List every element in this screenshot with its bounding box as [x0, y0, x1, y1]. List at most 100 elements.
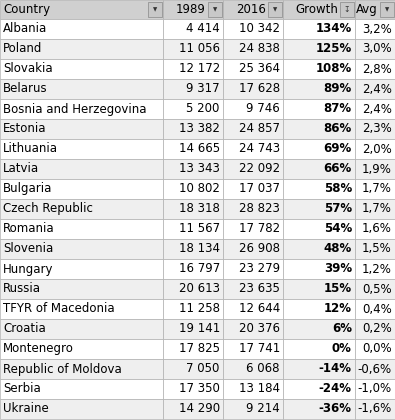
Bar [355, 159, 395, 179]
Text: Czech Republic: Czech Republic [3, 202, 93, 215]
Bar [163, 119, 223, 139]
Bar [283, 239, 355, 259]
Text: 24 857: 24 857 [239, 123, 280, 136]
Text: 14 290: 14 290 [179, 402, 220, 415]
Text: 0,2%: 0,2% [362, 323, 392, 336]
Bar [223, 179, 283, 199]
Bar [163, 259, 223, 279]
Bar [283, 359, 355, 379]
Text: 2,4%: 2,4% [362, 82, 392, 95]
Text: Slovenia: Slovenia [3, 242, 53, 255]
Bar [223, 199, 283, 219]
Text: 17 825: 17 825 [179, 342, 220, 355]
Bar [355, 259, 395, 279]
Bar [380, 2, 394, 17]
Text: 0,4%: 0,4% [362, 302, 392, 315]
Bar [283, 319, 355, 339]
Bar [223, 299, 283, 319]
Bar [283, 379, 355, 399]
Bar [283, 79, 355, 99]
Text: ↧: ↧ [344, 5, 350, 14]
Bar [355, 179, 395, 199]
Bar [163, 379, 223, 399]
Text: 54%: 54% [324, 223, 352, 236]
Bar [355, 299, 395, 319]
Bar [283, 99, 355, 119]
Bar [163, 339, 223, 359]
Bar [163, 179, 223, 199]
Bar [163, 359, 223, 379]
Text: -24%: -24% [319, 383, 352, 396]
Bar [223, 139, 283, 159]
Text: 17 782: 17 782 [239, 223, 280, 236]
Bar [163, 279, 223, 299]
Bar [355, 139, 395, 159]
Text: ▼: ▼ [153, 7, 157, 12]
Text: 17 628: 17 628 [239, 82, 280, 95]
Text: -14%: -14% [319, 362, 352, 375]
Bar [163, 159, 223, 179]
Bar [283, 179, 355, 199]
Bar [223, 359, 283, 379]
Bar [223, 19, 283, 39]
Bar [163, 299, 223, 319]
Text: Bulgaria: Bulgaria [3, 183, 53, 195]
Text: 15%: 15% [324, 283, 352, 296]
Text: 2,0%: 2,0% [362, 142, 392, 155]
Bar [0, 299, 163, 319]
Text: 1,7%: 1,7% [362, 202, 392, 215]
Text: 10 342: 10 342 [239, 23, 280, 36]
Bar [355, 19, 395, 39]
Text: 11 567: 11 567 [179, 223, 220, 236]
Text: Serbia: Serbia [3, 383, 41, 396]
Text: 4 414: 4 414 [186, 23, 220, 36]
Bar [283, 119, 355, 139]
Text: 20 376: 20 376 [239, 323, 280, 336]
Bar [268, 2, 282, 17]
Bar [163, 79, 223, 99]
Bar [0, 219, 163, 239]
Text: 1,7%: 1,7% [362, 183, 392, 195]
Bar [0, 159, 163, 179]
Bar [355, 39, 395, 59]
Text: 3,0%: 3,0% [362, 42, 392, 55]
Text: 0,5%: 0,5% [362, 283, 392, 296]
Text: 134%: 134% [316, 23, 352, 36]
Text: 16 797: 16 797 [179, 262, 220, 276]
Text: 17 741: 17 741 [239, 342, 280, 355]
Text: 125%: 125% [316, 42, 352, 55]
Text: Russia: Russia [3, 283, 41, 296]
Text: 108%: 108% [316, 63, 352, 76]
Bar [355, 399, 395, 419]
Text: 17 350: 17 350 [179, 383, 220, 396]
Text: 2016: 2016 [236, 3, 266, 16]
Bar [0, 319, 163, 339]
Bar [223, 339, 283, 359]
Text: 1,5%: 1,5% [362, 242, 392, 255]
Text: 12 644: 12 644 [239, 302, 280, 315]
Bar [283, 0, 355, 19]
Text: 9 317: 9 317 [186, 82, 220, 95]
Bar [163, 59, 223, 79]
Bar [223, 59, 283, 79]
Text: ▼: ▼ [385, 7, 389, 12]
Bar [223, 79, 283, 99]
Bar [355, 59, 395, 79]
Bar [355, 0, 395, 19]
Text: Montenegro: Montenegro [3, 342, 74, 355]
Bar [283, 199, 355, 219]
Bar [0, 99, 163, 119]
Bar [163, 219, 223, 239]
Text: 7 050: 7 050 [186, 362, 220, 375]
Bar [0, 339, 163, 359]
Bar [0, 0, 163, 19]
Bar [283, 19, 355, 39]
Bar [223, 399, 283, 419]
Text: 14 665: 14 665 [179, 142, 220, 155]
Text: 48%: 48% [324, 242, 352, 255]
Text: 5 200: 5 200 [186, 102, 220, 116]
Bar [355, 239, 395, 259]
Bar [283, 299, 355, 319]
Text: Ukraine: Ukraine [3, 402, 49, 415]
Text: 12%: 12% [324, 302, 352, 315]
